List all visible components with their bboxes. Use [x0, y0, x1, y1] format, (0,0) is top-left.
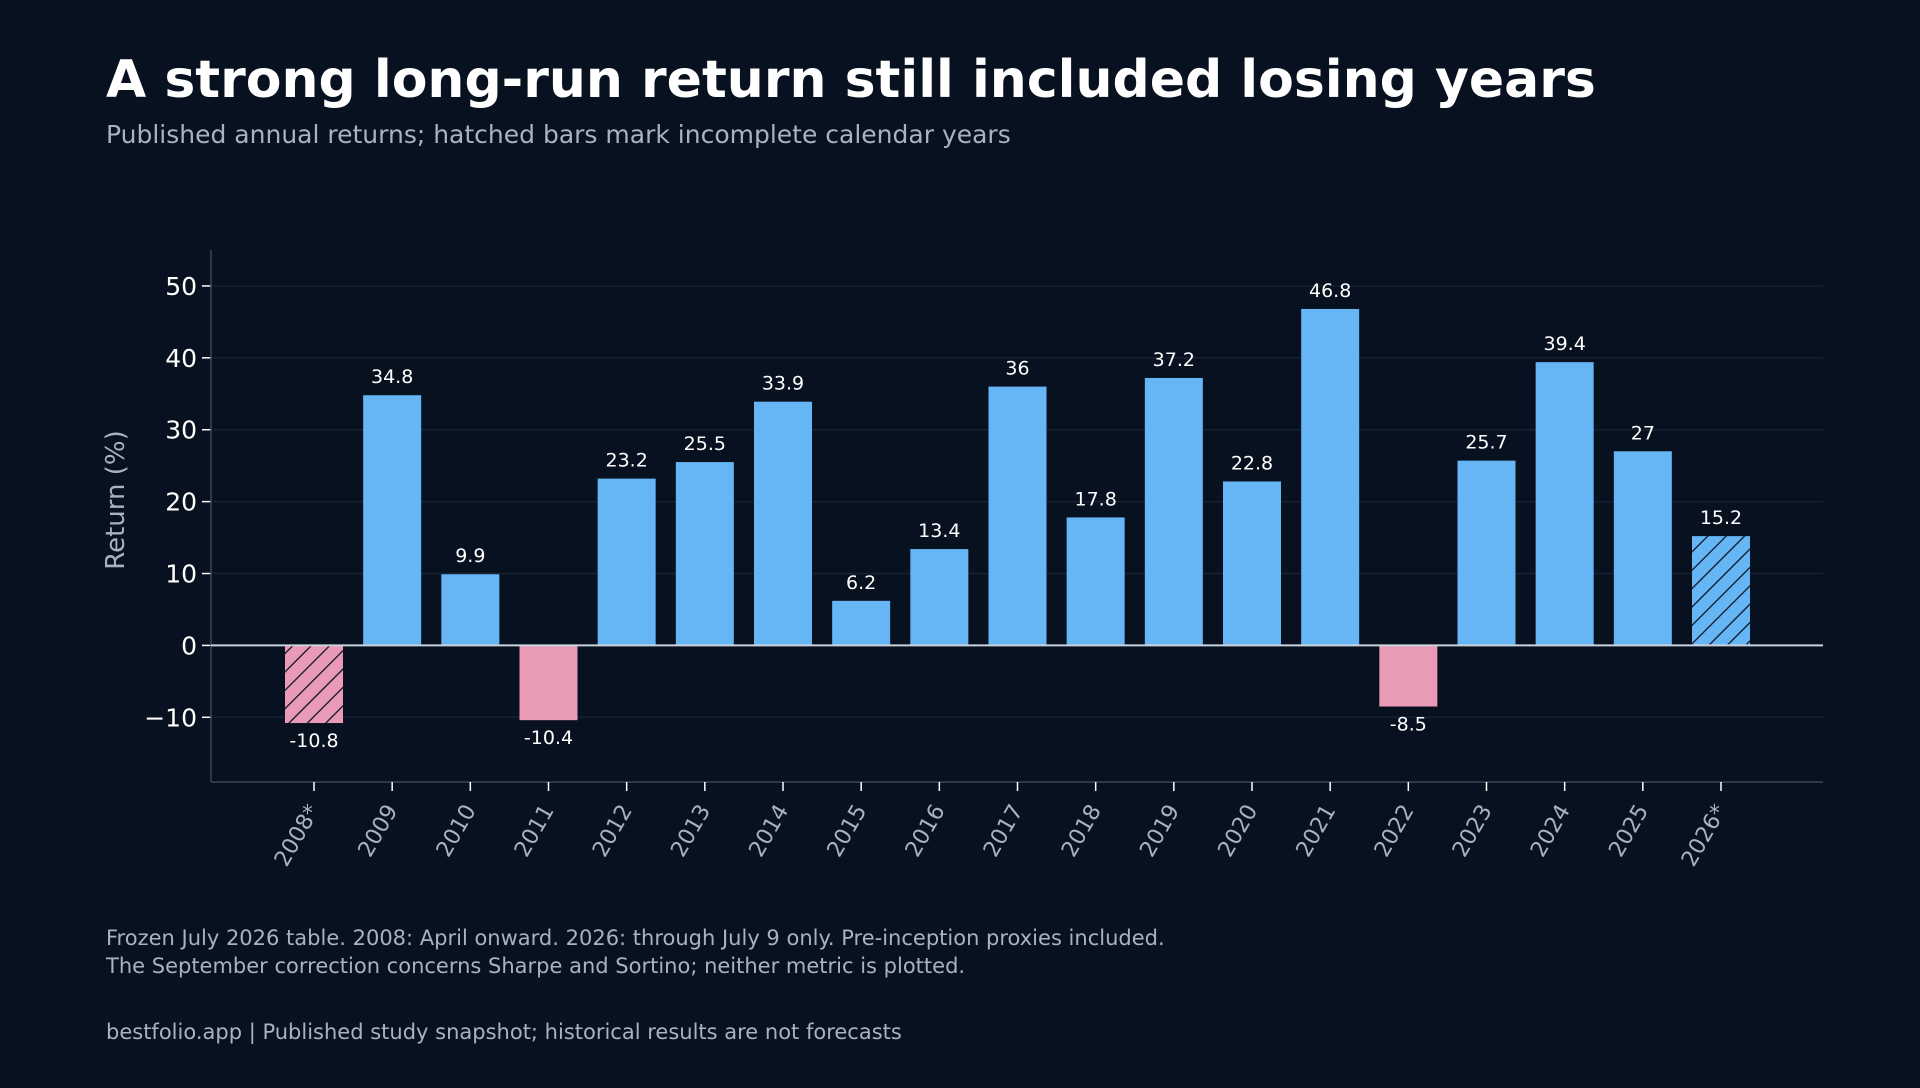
x-tick-label: 2025	[1604, 801, 1654, 862]
value-label: 13.4	[918, 520, 960, 542]
bar-2015	[832, 600, 891, 646]
x-tick-label: 2009	[354, 801, 404, 862]
bar-2022	[1379, 645, 1438, 707]
y-tick-label: 30	[165, 416, 197, 445]
bar-2019	[1144, 377, 1203, 646]
x-tick-label: 2016	[901, 801, 951, 862]
y-tick-label: 10	[165, 560, 197, 589]
bar-2024	[1535, 362, 1594, 646]
y-axis-title: Return (%)	[101, 430, 131, 570]
bar-2026-partial	[1692, 536, 1750, 646]
x-tick-label: 2017	[979, 801, 1029, 862]
x-tick-label: 2026*	[1677, 801, 1732, 872]
value-label: 39.4	[1544, 333, 1586, 355]
x-tick-label: 2008*	[270, 801, 325, 872]
bar-2023	[1457, 460, 1516, 646]
value-label: 27	[1631, 422, 1655, 444]
value-label: 23.2	[606, 450, 648, 472]
value-label: 46.8	[1309, 280, 1351, 302]
y-tick-label: 0	[181, 631, 197, 660]
bar-2021	[1301, 308, 1360, 646]
x-tick-label: 2012	[588, 801, 638, 862]
value-label: -8.5	[1390, 714, 1427, 736]
x-tick-label: 2013	[666, 801, 716, 862]
y-tick-label: 20	[165, 488, 197, 517]
value-label: 22.8	[1231, 452, 1273, 474]
bar-2013	[675, 462, 734, 646]
x-tick-label: 2015	[823, 801, 873, 862]
x-tick-label: 2021	[1292, 801, 1342, 862]
x-tick-label: 2019	[1135, 801, 1185, 862]
bar-2009	[363, 395, 422, 646]
value-label: 37.2	[1153, 349, 1195, 371]
chart-title: A strong long-run return still included …	[106, 50, 1596, 110]
x-tick-label: 2023	[1448, 801, 1498, 862]
value-label: 25.5	[684, 433, 726, 455]
source-footer: bestfolio.app | Published study snapshot…	[106, 1020, 902, 1044]
value-label: 34.8	[371, 366, 413, 388]
value-label: 36	[1005, 358, 1029, 380]
bar-2016	[910, 549, 969, 646]
bar-2020	[1223, 481, 1281, 646]
value-label: 25.7	[1465, 432, 1507, 454]
bar-2008-partial	[285, 645, 343, 724]
bar-2012	[597, 478, 656, 646]
x-tick-label: 2018	[1057, 801, 1107, 862]
x-tick-label: 2014	[745, 801, 795, 862]
y-tick-label: −10	[144, 703, 197, 732]
value-label: -10.8	[289, 730, 338, 752]
bar-2014	[754, 401, 812, 646]
value-label: 6.2	[846, 572, 876, 594]
bars	[285, 308, 1750, 724]
value-labels: -10.8 34.8 9.9 -10.4 23.2 25.5 33.9 6.2 13.4 36 17…	[289, 280, 1742, 752]
value-label: 9.9	[455, 545, 485, 567]
chart-subtitle: Published annual returns; hatched bars m…	[106, 120, 1011, 149]
x-tick-label: 2020	[1214, 801, 1264, 862]
bar-chart: −10 0 10 20 30 40 50 2008* 2009 2010 2011 2012 2013 2…	[101, 250, 1823, 872]
footnote-line-1: Frozen July 2026 table. 2008: April onwa…	[106, 926, 1165, 950]
y-tick-label: 40	[165, 344, 197, 373]
value-label: -10.4	[524, 727, 573, 749]
bar-2017	[988, 386, 1047, 646]
x-tick-label: 2022	[1370, 801, 1420, 862]
y-tick-label: 50	[165, 272, 197, 301]
bar-2018	[1066, 517, 1125, 646]
bar-2011	[519, 645, 578, 721]
value-label: 17.8	[1075, 488, 1117, 510]
value-label: 33.9	[762, 373, 804, 395]
x-tick-label: 2024	[1526, 801, 1576, 862]
value-label: 15.2	[1700, 507, 1742, 529]
bar-2025	[1613, 451, 1672, 646]
x-tick-label: 2011	[510, 801, 560, 862]
x-tick-label: 2010	[432, 801, 482, 862]
bar-2010	[441, 574, 500, 646]
footnote-line-2: The September correction concerns Sharpe…	[106, 954, 966, 978]
